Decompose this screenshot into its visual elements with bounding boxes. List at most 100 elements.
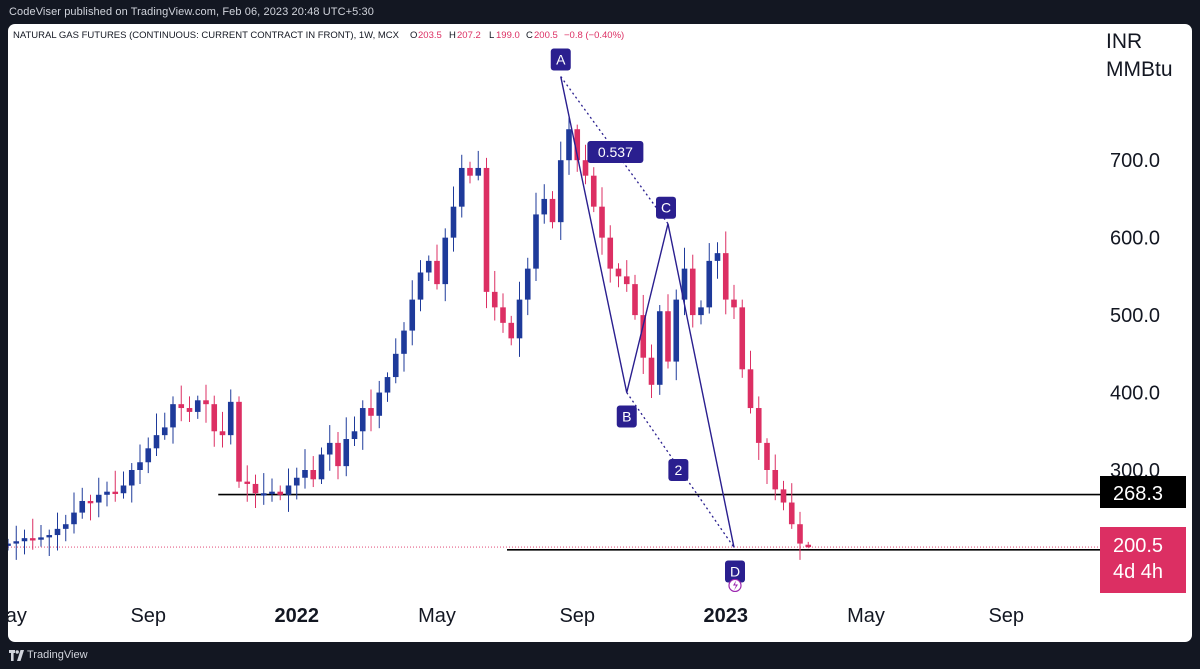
legend-low-value: 199.0 xyxy=(496,30,520,41)
publisher-text: CodeViser published on TradingView.com, … xyxy=(9,6,374,18)
candle-body xyxy=(79,500,86,513)
candle-body xyxy=(351,431,358,440)
candle-body xyxy=(755,408,762,443)
candle-body xyxy=(689,268,696,316)
candle-body xyxy=(483,167,490,292)
legend-ohlc: O 203.5 H 207.2 L 199.0 C 200.5 −0.8 (−0… xyxy=(410,30,624,41)
candle-body xyxy=(714,253,721,261)
pattern-label-2-bg xyxy=(668,459,689,481)
pattern-ratio-label: 0.537 xyxy=(598,144,633,160)
candle-body xyxy=(13,541,20,544)
legend-change: −0.8 (−0.40%) xyxy=(564,30,624,41)
candle-body xyxy=(731,299,737,308)
last-price-label-bg xyxy=(1100,527,1186,593)
candle-body xyxy=(335,442,341,467)
pattern-label-d-bg xyxy=(725,560,745,583)
candle-body xyxy=(38,537,44,540)
candle-body xyxy=(277,491,284,495)
y-tick-label: 500.0 xyxy=(1110,305,1160,327)
candle-body xyxy=(747,369,754,409)
legend-close-value: 200.5 xyxy=(534,30,558,41)
candle-body xyxy=(632,284,638,316)
candle-body xyxy=(590,175,597,207)
candle-body xyxy=(574,129,581,161)
candle-body xyxy=(425,260,432,273)
candle-body xyxy=(805,544,812,548)
axes: 300.0400.0500.0600.0700.0MaySep2022MaySe… xyxy=(8,150,1160,627)
pattern-bd-line xyxy=(626,392,735,548)
x-tick-label: May xyxy=(418,605,456,627)
candle-body xyxy=(524,268,531,300)
candle-body xyxy=(533,214,539,269)
candle-body xyxy=(219,431,226,436)
candle-body xyxy=(467,167,473,176)
x-tick-label: May xyxy=(8,605,27,627)
candle-body xyxy=(434,260,440,285)
y-tick-label: 600.0 xyxy=(1110,228,1160,250)
candle-body xyxy=(681,268,688,300)
candle-body xyxy=(62,524,69,529)
candle-body xyxy=(607,237,614,269)
candle-body xyxy=(656,311,663,385)
legend-close-label: C xyxy=(526,30,533,41)
legend-open-label: O xyxy=(410,30,417,41)
x-tick-label: 2023 xyxy=(704,605,749,627)
pattern-label-a: A xyxy=(556,52,566,68)
candle-body xyxy=(343,439,350,467)
bar-countdown: 4d 4h xyxy=(1113,561,1163,583)
candle-body xyxy=(178,404,185,409)
candle-body xyxy=(170,404,176,428)
pattern-label-a-bg xyxy=(550,48,571,71)
candle-body xyxy=(21,538,28,542)
candle-body xyxy=(29,538,36,541)
candle-body xyxy=(236,401,242,482)
pattern-label-d: D xyxy=(730,563,740,579)
last-price-label: 200.5 4d 4h xyxy=(1100,527,1186,593)
candle-body xyxy=(120,485,127,494)
candle-body xyxy=(516,299,523,339)
publisher-bar: CodeViser published on TradingView.com, … xyxy=(0,0,1200,24)
currency-inr: INR xyxy=(1106,30,1142,53)
x-tick-label: Sep xyxy=(988,605,1024,627)
candle-body xyxy=(326,442,333,455)
candle-body xyxy=(95,494,102,503)
legend-title: NATURAL GAS FUTURES (CONTINUOUS: CURRENT… xyxy=(13,30,400,41)
candle-body xyxy=(260,493,267,496)
tradingview-brand: TradingView xyxy=(27,649,88,661)
last-price-value: 200.5 xyxy=(1113,535,1163,557)
candle-body xyxy=(310,470,317,480)
candle-body xyxy=(359,408,366,432)
candle-body xyxy=(557,160,564,223)
candle-body xyxy=(203,400,209,405)
candle-body xyxy=(54,528,61,536)
pattern-label-c-bg xyxy=(656,196,676,219)
candle-body xyxy=(541,198,548,215)
candle-body xyxy=(615,268,622,277)
candle-body xyxy=(8,543,11,546)
candle-body xyxy=(302,470,308,478)
candle-body xyxy=(772,470,779,490)
legend-high-label: H xyxy=(449,30,456,41)
candle-body xyxy=(87,500,94,504)
candle-body xyxy=(764,442,770,470)
candle-body xyxy=(384,377,391,393)
candle-body xyxy=(500,307,506,323)
candle-body xyxy=(599,206,605,238)
footer-bar: TradingView xyxy=(0,642,1200,669)
candle-body xyxy=(145,448,152,463)
candle-body xyxy=(128,470,135,486)
candle-body xyxy=(71,512,77,525)
candle-body xyxy=(409,299,416,331)
candle-body xyxy=(161,427,168,436)
currency-mmbtu: MMBtu xyxy=(1106,58,1173,81)
candle-body xyxy=(252,483,259,494)
candle-body xyxy=(417,272,424,300)
candle-body xyxy=(227,401,234,436)
candle-body xyxy=(797,524,803,544)
candle-body xyxy=(673,299,680,362)
candle-body xyxy=(442,237,449,285)
tradingview-logo-icon xyxy=(9,650,24,661)
price-label-268-bg xyxy=(1100,476,1186,508)
